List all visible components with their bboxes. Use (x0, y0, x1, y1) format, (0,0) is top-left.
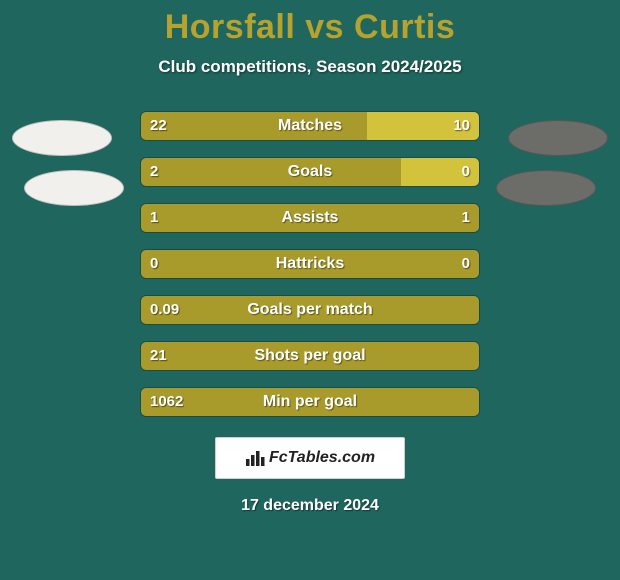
stat-value-right (460, 341, 480, 371)
stat-value-right (460, 387, 480, 417)
stat-row: 21Shots per goal (0, 341, 620, 371)
stat-bar-left (141, 342, 479, 370)
stat-value-left: 22 (140, 111, 177, 141)
stat-value-left: 21 (140, 341, 177, 371)
stat-value-right: 1 (452, 203, 480, 233)
stat-value-right: 0 (452, 157, 480, 187)
stat-bar-left (141, 250, 479, 278)
stat-value-left: 2 (140, 157, 168, 187)
subtitle: Club competitions, Season 2024/2025 (0, 57, 620, 77)
stat-bar (140, 203, 480, 233)
stat-bar (140, 295, 480, 325)
stat-value-left: 0.09 (140, 295, 189, 325)
stat-row: 2210Matches (0, 111, 620, 141)
stat-bar (140, 341, 480, 371)
stat-value-left: 1 (140, 203, 168, 233)
stat-value-left: 0 (140, 249, 168, 279)
stat-row: 1062Min per goal (0, 387, 620, 417)
page-title: Horsfall vs Curtis (0, 0, 620, 47)
stat-value-right: 10 (443, 111, 480, 141)
stat-row: 0.09Goals per match (0, 295, 620, 325)
source-logo: FcTables.com (215, 437, 405, 479)
stat-bar-left (141, 158, 401, 186)
source-logo-text: FcTables.com (269, 449, 375, 467)
stat-bar-left (141, 204, 479, 232)
stat-value-right (460, 295, 480, 325)
stat-bar (140, 249, 480, 279)
stat-row: 11Assists (0, 203, 620, 233)
stat-bar-left (141, 296, 479, 324)
stat-value-right: 0 (452, 249, 480, 279)
stat-value-left: 1062 (140, 387, 193, 417)
stat-row: 20Goals (0, 157, 620, 187)
footer-date: 17 december 2024 (0, 497, 620, 515)
stat-bar (140, 111, 480, 141)
stat-bar (140, 157, 480, 187)
stat-row: 00Hattricks (0, 249, 620, 279)
bars-icon (245, 449, 265, 467)
stats-container: 2210Matches20Goals11Assists00Hattricks0.… (0, 111, 620, 417)
